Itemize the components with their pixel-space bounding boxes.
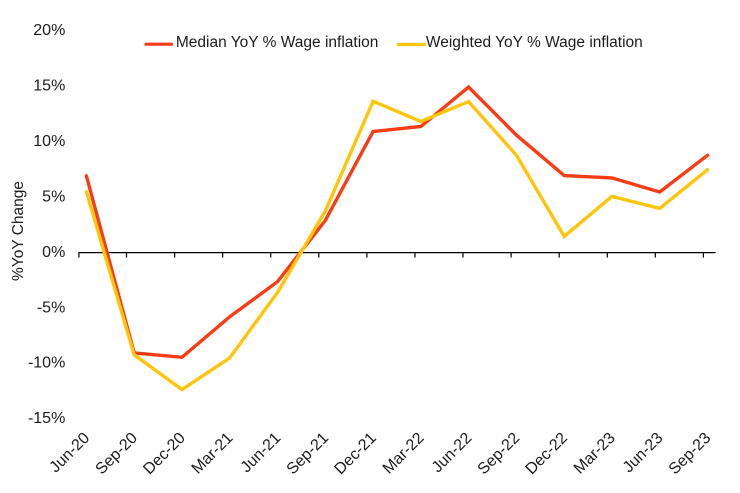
svg-text:Jun-20: Jun-20: [47, 430, 94, 477]
svg-text:0%: 0%: [42, 244, 65, 261]
svg-text:5%: 5%: [42, 188, 65, 205]
svg-text:Jun-21: Jun-21: [238, 430, 285, 477]
svg-text:Sep-20: Sep-20: [93, 430, 142, 479]
svg-text:Jun-23: Jun-23: [620, 430, 667, 477]
svg-text:Jun-22: Jun-22: [429, 430, 476, 477]
svg-text:-5%: -5%: [37, 299, 65, 316]
svg-text:Mar-21: Mar-21: [189, 430, 237, 478]
svg-text:%YoY Change: %YoY Change: [10, 181, 27, 281]
svg-text:10%: 10%: [33, 133, 65, 150]
svg-text:Dec-21: Dec-21: [331, 430, 380, 479]
svg-text:Weighted YoY % Wage inflation: Weighted YoY % Wage inflation: [426, 34, 643, 51]
svg-text:Median YoY % Wage inflation: Median YoY % Wage inflation: [176, 34, 379, 51]
svg-text:Sep-23: Sep-23: [666, 430, 715, 479]
svg-text:Sep-22: Sep-22: [475, 430, 524, 479]
svg-text:Dec-22: Dec-22: [523, 430, 572, 479]
svg-text:-15%: -15%: [28, 410, 65, 427]
svg-text:Mar-22: Mar-22: [380, 430, 428, 478]
svg-text:15%: 15%: [33, 77, 65, 94]
svg-text:Mar-23: Mar-23: [571, 430, 619, 478]
svg-text:-10%: -10%: [28, 355, 65, 372]
svg-text:Sep-21: Sep-21: [284, 430, 333, 479]
svg-text:20%: 20%: [33, 22, 65, 39]
svg-text:Dec-20: Dec-20: [140, 430, 189, 479]
